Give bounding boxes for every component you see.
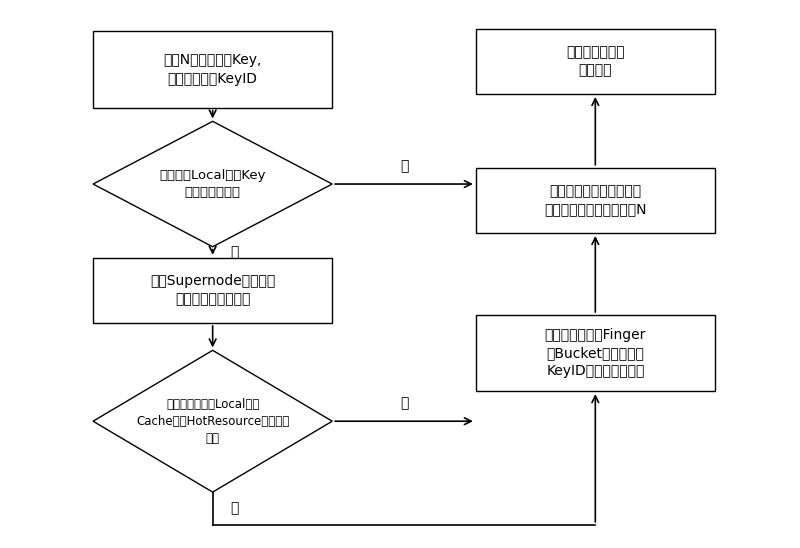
FancyBboxPatch shape xyxy=(93,258,332,323)
Polygon shape xyxy=(93,121,332,247)
Text: 是: 是 xyxy=(400,396,408,410)
Text: 通过Supernode表把查询
发送到所属超级节点: 通过Supernode表把查询 发送到所属超级节点 xyxy=(150,274,275,306)
Text: 超级节点查询本地信息，
将查询到信息发送给节点N: 超级节点查询本地信息， 将查询到信息发送给节点N xyxy=(544,184,646,216)
Text: 否: 否 xyxy=(230,501,238,516)
Text: 返回节点地址，
查询结束: 返回节点地址， 查询结束 xyxy=(566,45,625,78)
Text: 是: 是 xyxy=(400,159,408,173)
FancyBboxPatch shape xyxy=(476,28,715,94)
Text: 查询自身Local表，Key
是否在表范围内: 查询自身Local表，Key 是否在表范围内 xyxy=(159,169,266,199)
FancyBboxPatch shape xyxy=(476,168,715,233)
Text: 节点N查询关键字Key,
通过哈希得到KeyID: 节点N查询关键字Key, 通过哈希得到KeyID xyxy=(163,53,262,85)
Text: 超级节点查询其Local表、
Cache表和HotResource表，是否
找到: 超级节点查询其Local表、 Cache表和HotResource表，是否 找到 xyxy=(136,398,290,445)
FancyBboxPatch shape xyxy=(476,315,715,391)
Polygon shape xyxy=(93,350,332,492)
Text: 否: 否 xyxy=(230,245,238,259)
FancyBboxPatch shape xyxy=(93,31,332,108)
Text: 超级节点查询其Finger
表Bucket表，找出离
KeyID最近的超级节点: 超级节点查询其Finger 表Bucket表，找出离 KeyID最近的超级节点 xyxy=(545,328,646,379)
